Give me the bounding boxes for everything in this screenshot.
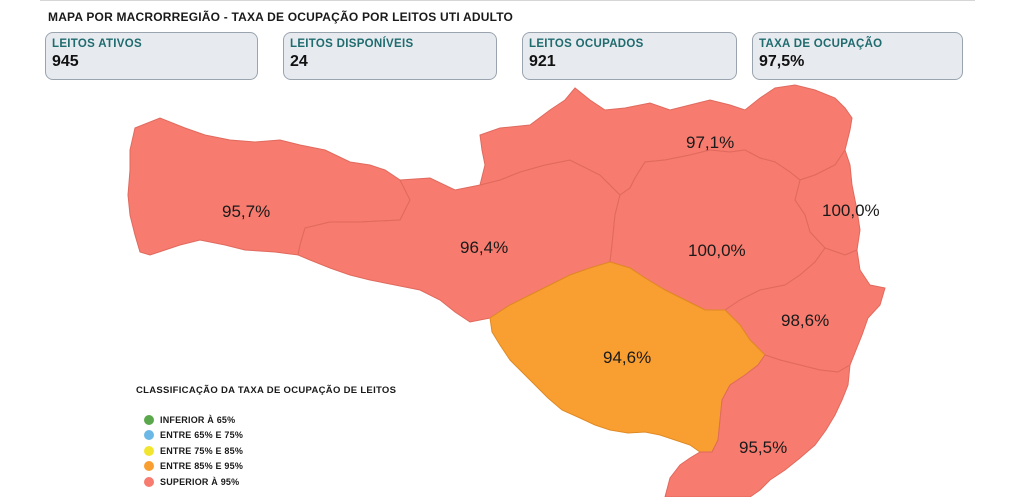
legend-label: ENTRE 85% E 95% [160,461,244,472]
region-label-foz-itajai: 100,0% [822,201,880,220]
legend-label: SUPERIOR À 95% [160,476,240,487]
kpi-label: LEITOS ATIVOS [52,38,142,50]
kpi-label: LEITOS OCUPADOS [529,38,644,50]
kpi-leitos-ativos: LEITOS ATIVOS 945 [45,32,258,80]
region-label-vale-itajai: 100,0% [688,241,746,260]
legend-item: SUPERIOR À 95% [136,474,396,490]
kpi-leitos-ocupados: LEITOS OCUPADOS 921 [522,32,737,80]
legend: CLASSIFICAÇÃO DA TAXA DE OCUPAÇÃO DE LEI… [136,385,396,490]
legend-item: ENTRE 65% E 75% [136,428,396,444]
legend-label: ENTRE 65% E 75% [160,430,244,441]
kpi-taxa-ocupacao: TAXA DE OCUPAÇÃO 97,5% [752,32,963,80]
legend-dot-icon [144,430,154,441]
legend-label: ENTRE 75% E 85% [160,445,244,456]
region-label-sul: 95,5% [739,438,787,457]
top-divider [40,0,975,1]
kpi-leitos-disponiveis: LEITOS DISPONÍVEIS 24 [283,32,497,80]
page-title: MAPA POR MACRORREGIÃO - TAXA DE OCUPAÇÃO… [48,10,514,24]
kpi-value: 97,5% [759,53,805,70]
kpi-value: 945 [52,53,79,70]
legend-dot-icon [144,445,154,456]
region-label-meio-oeste: 96,4% [460,238,508,257]
legend-item: INFERIOR À 65% [136,412,396,428]
kpi-label: TAXA DE OCUPAÇÃO [759,38,883,50]
region-label-serra: 94,6% [603,348,651,367]
region-label-grande-florianopolis: 98,6% [781,311,829,330]
region-label-planalto-norte: 97,1% [686,133,734,152]
legend-label: INFERIOR À 65% [160,414,236,425]
region-sul[interactable] [664,354,851,497]
region-label-oeste: 95,7% [222,202,270,221]
legend-title: CLASSIFICAÇÃO DA TAXA DE OCUPAÇÃO DE LEI… [136,385,397,396]
legend-dot-icon [144,414,154,425]
kpi-value: 24 [290,53,308,70]
legend-item: ENTRE 85% E 95% [136,459,396,475]
kpi-label: LEITOS DISPONÍVEIS [290,38,414,50]
legend-dot-icon [144,461,154,472]
legend-item: ENTRE 75% E 85% [136,443,396,459]
legend-dot-icon [144,476,154,487]
kpi-value: 921 [529,53,556,70]
